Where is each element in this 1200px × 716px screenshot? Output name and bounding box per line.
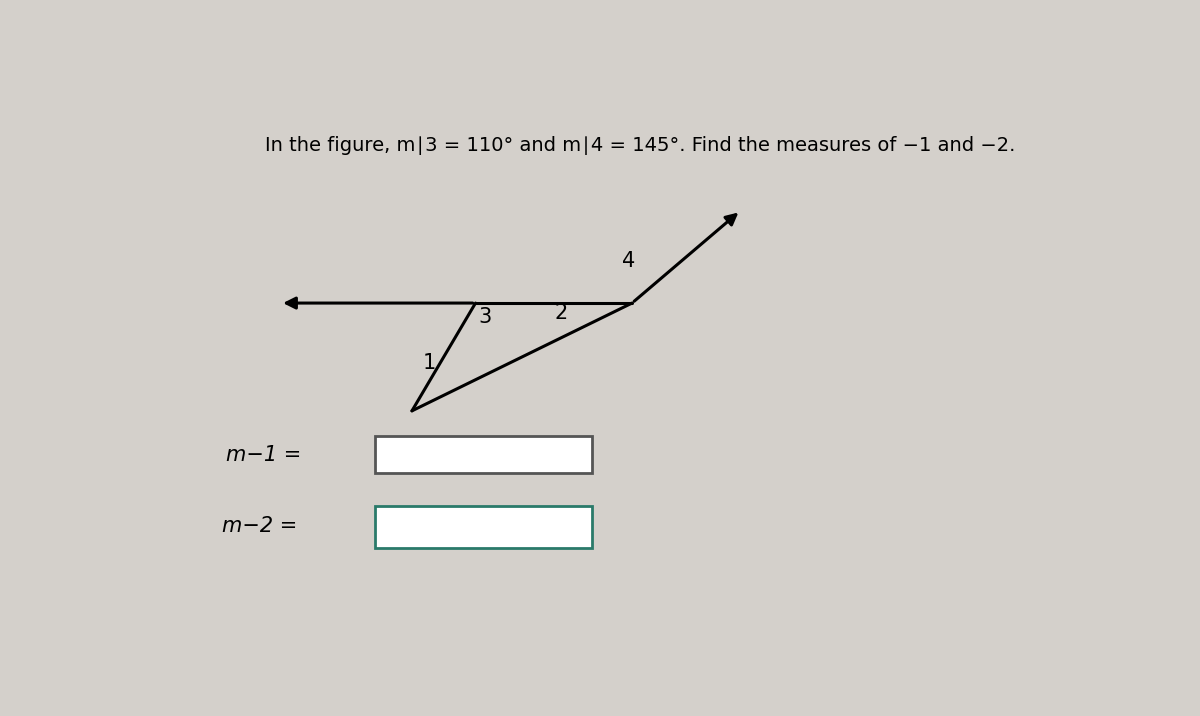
Bar bbox=[374, 505, 592, 548]
Text: In the figure, m∣3 = 110° and m∣4 = 145°. Find the measures of −1 and −2.: In the figure, m∣3 = 110° and m∣4 = 145°… bbox=[265, 137, 1015, 155]
Text: |: | bbox=[379, 516, 386, 538]
Text: m−1 =: m−1 = bbox=[226, 445, 301, 465]
Text: 2: 2 bbox=[554, 303, 568, 323]
Text: 1: 1 bbox=[422, 353, 436, 373]
Text: 3: 3 bbox=[478, 307, 492, 327]
Text: 4: 4 bbox=[623, 251, 636, 271]
Text: m−2 =: m−2 = bbox=[222, 516, 298, 536]
Bar bbox=[374, 436, 592, 473]
